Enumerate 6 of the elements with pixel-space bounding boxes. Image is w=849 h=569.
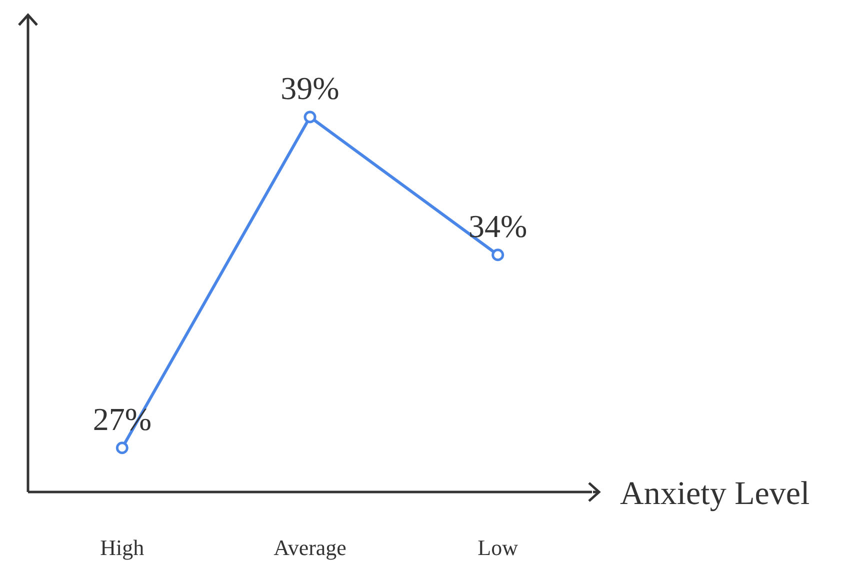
data-label: 34%	[468, 208, 528, 244]
data-label: 39%	[280, 70, 340, 106]
x-tick-label: Low	[478, 535, 518, 560]
x-tick-label: High	[100, 535, 144, 560]
x-tick-label: Average	[274, 535, 346, 560]
x-axis-title: Anxiety Level	[620, 476, 810, 512]
